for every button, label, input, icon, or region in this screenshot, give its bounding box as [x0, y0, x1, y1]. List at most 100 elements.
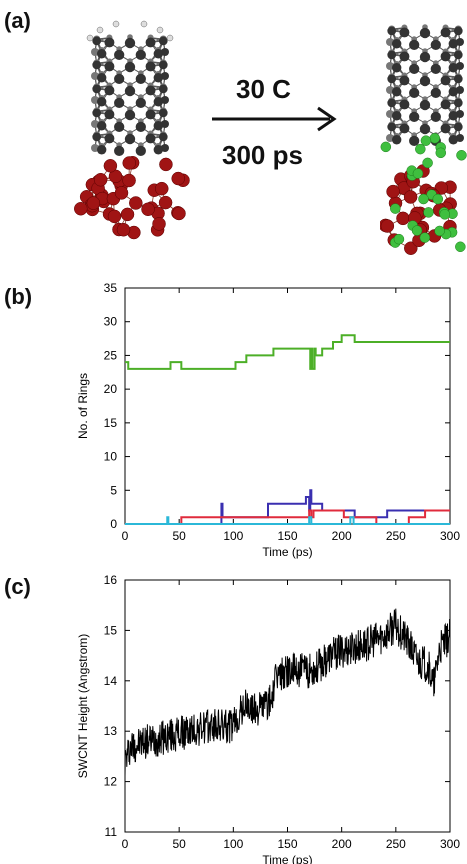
hydrogen-atom — [156, 26, 164, 34]
carbon-atom — [135, 49, 146, 60]
carbon-atom — [440, 123, 451, 134]
carbon-atom — [440, 27, 451, 38]
adatom — [419, 232, 431, 243]
adatom — [429, 132, 441, 144]
carbon-atom — [430, 39, 441, 50]
carbon-atom — [419, 75, 431, 87]
metal-atom — [122, 156, 136, 170]
hydrogen-atom — [166, 34, 174, 42]
carbon-atom — [453, 98, 463, 108]
metal-atom — [172, 206, 186, 221]
adatom — [380, 141, 392, 153]
carbon-atom — [158, 84, 168, 94]
carbon-atom — [409, 39, 420, 50]
metal-atom — [122, 173, 136, 188]
adatom — [423, 207, 434, 218]
adatom — [393, 233, 405, 245]
metal-atom — [155, 181, 169, 196]
x-tick-label: 300 — [440, 837, 460, 851]
carbon-atom — [124, 85, 136, 97]
metal-atom — [158, 195, 173, 210]
y-tick-label: 13 — [104, 724, 118, 738]
x-tick-label: 150 — [277, 837, 297, 851]
x-tick-label: 50 — [172, 837, 186, 851]
carbon-atom — [135, 121, 146, 132]
x-tick-label: 250 — [386, 837, 406, 851]
metal-atom — [107, 209, 122, 224]
metal-atom — [396, 211, 410, 226]
metal-atom — [74, 201, 88, 216]
carbon-atom — [430, 87, 441, 98]
carbon-atom — [124, 109, 136, 121]
carbon-atom — [387, 74, 397, 84]
carbon-atom — [158, 108, 168, 118]
metal-atom — [120, 207, 135, 222]
metal-cluster-atoms — [74, 155, 190, 240]
y-tick-label: 25 — [104, 348, 118, 362]
rings-chart-frame — [124, 287, 451, 525]
carbon-atom — [145, 109, 156, 120]
y-tick-label: 15 — [104, 623, 118, 637]
carbon-atom — [387, 50, 397, 60]
carbon-atom — [399, 27, 410, 38]
hydrogen-atom — [112, 20, 120, 28]
metal-atom — [93, 172, 108, 187]
carbon-atom — [419, 27, 431, 39]
y-tick-label: 11 — [105, 825, 118, 839]
rings-series-line-1 — [125, 489, 450, 525]
y-tick-label: 5 — [110, 483, 117, 497]
carbon-atom — [96, 121, 107, 131]
metal-atom — [386, 184, 400, 199]
carbon-atom — [391, 111, 402, 121]
carbon-atom — [92, 36, 102, 46]
adatom — [412, 168, 424, 179]
carbon-atom — [391, 63, 402, 73]
metal-atom — [86, 196, 101, 210]
carbon-atom — [145, 61, 156, 72]
carbon-atom — [387, 98, 397, 108]
carbon-atom — [448, 39, 459, 49]
reaction-arrow — [210, 104, 345, 134]
carbon-atom — [92, 60, 102, 70]
y-tick-label: 15 — [104, 416, 118, 430]
carbon-atom — [453, 50, 463, 60]
carbon-atom — [387, 122, 397, 132]
carbon-atom — [114, 97, 125, 108]
rings-series-line-2 — [125, 509, 450, 525]
carbon-atom — [124, 37, 136, 49]
arrow-bottom-label: 300 ps — [222, 140, 303, 170]
carbon-atom — [104, 85, 115, 96]
carbon-atom — [145, 85, 156, 96]
carbon-atom — [399, 75, 410, 86]
y-tick-label: 14 — [104, 674, 118, 688]
x-axis-label: Time (ps) — [262, 853, 312, 864]
carbon-atom — [114, 49, 125, 60]
carbon-atom — [104, 109, 115, 120]
adatom — [422, 157, 433, 169]
carbon-atom — [158, 60, 168, 70]
carbon-atom — [419, 51, 431, 63]
carbon-atom — [391, 87, 402, 97]
adatom — [390, 203, 401, 214]
carbon-atom — [158, 36, 168, 46]
carbon-atom — [430, 111, 441, 122]
rings-series-line-3 — [125, 516, 450, 525]
y-tick-label: 0 — [110, 517, 117, 531]
x-tick-label: 200 — [332, 529, 352, 543]
metal-atom — [404, 241, 418, 255]
adatom — [418, 193, 429, 205]
carbon-atom — [92, 132, 102, 142]
y-tick-label: 30 — [104, 315, 118, 329]
swcnt-carbon-atoms-after — [386, 24, 464, 146]
adatom — [455, 241, 466, 253]
adatom — [411, 225, 423, 236]
carbon-atom — [448, 135, 459, 145]
carbon-atom — [153, 73, 164, 83]
panel-b-label: (b) — [4, 284, 33, 309]
carbon-atom — [145, 37, 156, 48]
metal-atom — [380, 219, 395, 233]
carbon-atom — [135, 145, 146, 156]
metal-atom — [171, 171, 185, 186]
carbon-atom — [399, 123, 410, 134]
carbon-atom — [440, 51, 451, 62]
